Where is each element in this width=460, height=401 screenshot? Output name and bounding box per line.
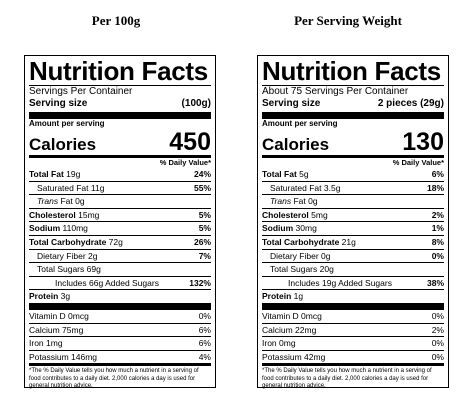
daily-value-header: % Daily Value* [392, 158, 444, 167]
vitamin-row: Vitamin D 0mcg 0% [29, 310, 211, 321]
label-title: Nutrition Facts [262, 56, 441, 86]
nutrient-row: Total Fat 19g 24% [29, 169, 211, 179]
heading-per-100g: Per 100g [91, 13, 141, 28]
servings-per-container: Servings Per Container [29, 86, 133, 97]
nutrient-row: Protein 1g [262, 289, 444, 303]
heading-per-serving: Per Serving Weight [294, 13, 402, 28]
daily-value-header: % Daily Value* [159, 158, 211, 167]
vitamin-list: Vitamin D 0mcg 0% Calcium 75mg 6% Iron 1mg… [29, 310, 211, 363]
nutrient-row: Trans Fat 0g [262, 194, 444, 208]
vitamin-row: Potassium 42mg 0% [262, 349, 444, 362]
nutrient-row: Saturated Fat 3.5g 18% [262, 180, 444, 195]
nutrient-row: Cholesterol 5mg 2% [262, 207, 444, 220]
nutrient-row: Total Carbohydrate 21g 8% [262, 234, 444, 247]
nutrient-row: Sodium 110mg 5% [29, 221, 211, 234]
calories-value: 450 [169, 128, 211, 156]
nutrient-list: Total Fat 5g 6% Saturated Fat 3.5g 18% Tra… [262, 168, 444, 303]
calories-value: 130 [402, 128, 444, 156]
nutrient-row: Protein 3g [29, 289, 211, 303]
amount-per-serving: Amount per serving [262, 119, 338, 128]
serving-size: Serving size 2 pieces (29g) [262, 98, 444, 109]
vitamin-row: Iron 0mg 0% [262, 336, 444, 349]
nutrition-label-per-serving: Nutrition Facts About 75 Servings Per Co… [257, 55, 449, 389]
nutrient-row: Total Sugars 20g [262, 262, 444, 276]
nutrient-row: Total Sugars 69g [29, 262, 211, 276]
nutrient-row: Includes 66g Added Sugars 132% [29, 275, 211, 290]
nutrient-row: Dietary Fiber 2g 7% [29, 248, 211, 263]
amount-per-serving: Amount per serving [29, 119, 105, 128]
nutrient-row: Includes 19g Added Sugars 38% [262, 275, 444, 290]
footnote: *The % Daily Value tells you how much a … [262, 368, 432, 389]
vitamin-row: Vitamin D 0mcg 0% [262, 310, 444, 321]
nutrient-row: Cholesterol 15mg 5% [29, 207, 211, 220]
vitamin-row: Potassium 146mg 4% [29, 349, 211, 362]
vitamin-row: Calcium 22mg 2% [262, 322, 444, 335]
nutrient-row: Saturated Fat 11g 55% [29, 180, 211, 195]
nutrient-list: Total Fat 19g 24% Saturated Fat 11g 55% Tr… [29, 168, 211, 303]
nutrient-row: Total Fat 5g 6% [262, 169, 444, 179]
calories-row: Calories 450 [29, 128, 211, 156]
vitamin-row: Iron 1mg 6% [29, 336, 211, 349]
serving-size: Serving size (100g) [29, 98, 211, 109]
calories-row: Calories 130 [262, 128, 444, 156]
nutrition-label-per-100g: Nutrition Facts Servings Per Container S… [24, 55, 216, 389]
nutrient-row: Trans Fat 0g [29, 194, 211, 208]
footnote: *The % Daily Value tells you how much a … [29, 368, 199, 389]
nutrient-row: Sodium 30mg 1% [262, 221, 444, 234]
vitamin-list: Vitamin D 0mcg 0% Calcium 22mg 2% Iron 0mg… [262, 310, 444, 363]
vitamin-row: Calcium 75mg 6% [29, 322, 211, 335]
servings-per-container: About 75 Servings Per Container [262, 86, 409, 97]
label-title: Nutrition Facts [29, 56, 208, 86]
nutrient-row: Dietary Fiber 0g 0% [262, 248, 444, 263]
nutrient-row: Total Carbohydrate 72g 26% [29, 234, 211, 247]
